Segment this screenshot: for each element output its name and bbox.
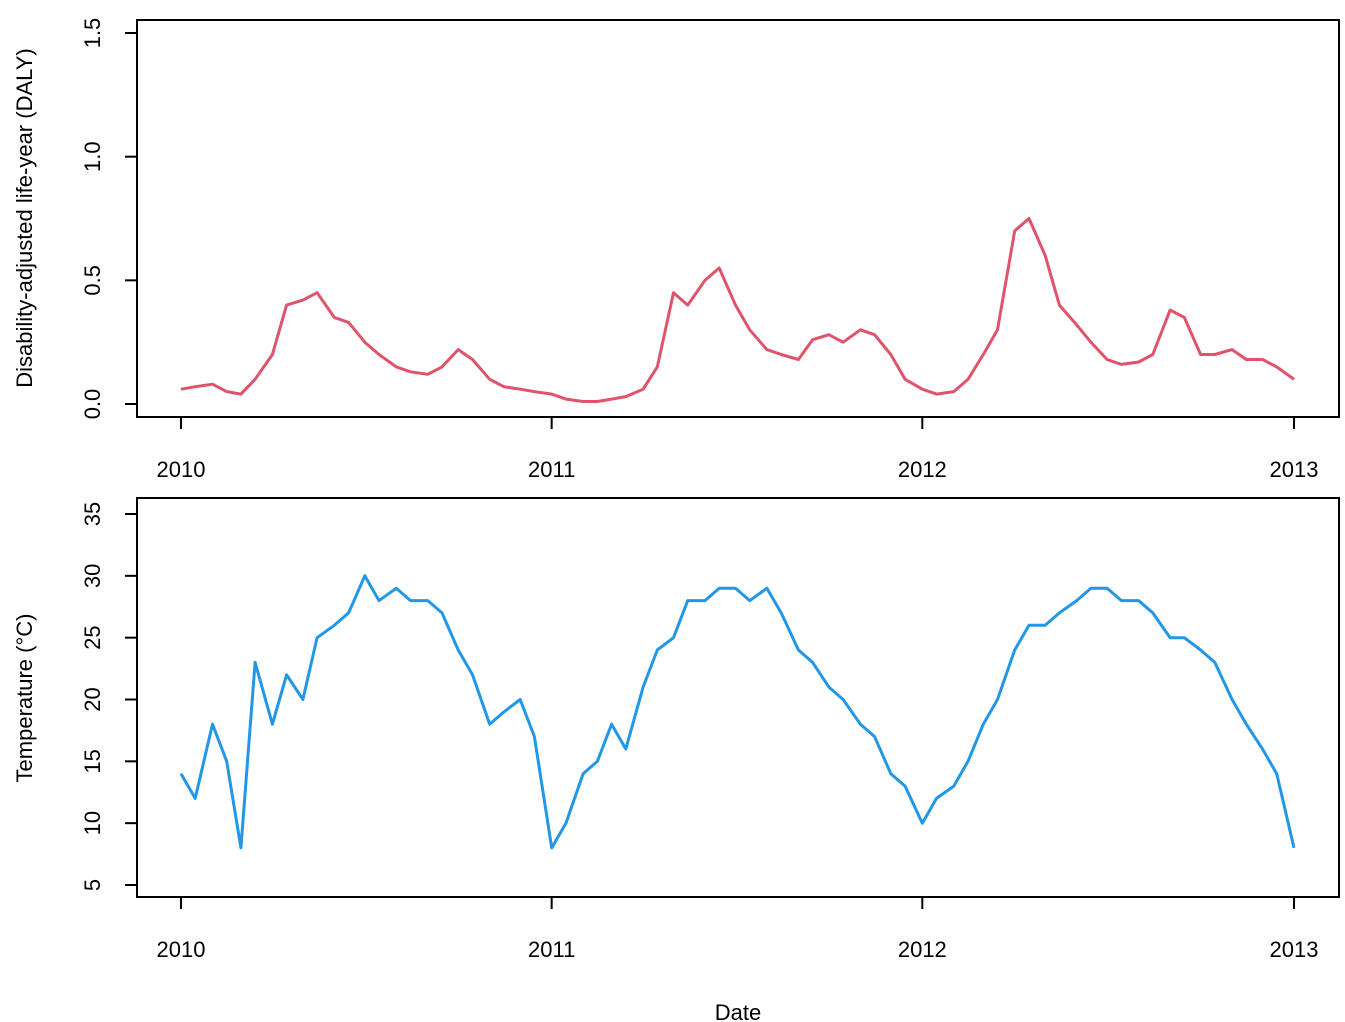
temp-y-tick-label: 10	[80, 811, 105, 835]
daly-y-tick-label: 1.0	[80, 141, 105, 172]
temp-y-tick-label: 5	[80, 879, 105, 891]
temp-x-tick-label: 2011	[528, 937, 575, 962]
temp-y-tick-label: 15	[80, 749, 105, 773]
daly-x-tick-label: 2012	[898, 457, 947, 482]
daly-y-axis-title: Disability-adjusted life-year (DALY)	[12, 48, 37, 388]
x-axis-title: Date	[715, 1000, 761, 1022]
temp-y-tick-label: 30	[80, 564, 105, 588]
daly-x-tick-label: 2011	[528, 457, 575, 482]
daly-x-tick-label: 2013	[1270, 457, 1319, 482]
daly-x-axis: 2010 2011 2012 2013	[157, 416, 1319, 482]
temp-y-tick-label: 35	[80, 502, 105, 526]
temperature-series-line	[179, 574, 1296, 850]
temperature-plot-frame	[136, 497, 1340, 898]
daly-series-line	[180, 217, 1295, 403]
temp-x-tick-label: 2010	[157, 937, 206, 962]
daly-y-tick-label: 0.5	[80, 265, 105, 296]
temperature-y-axis: 5 10 15 20 25 30 35	[80, 502, 138, 891]
daly-panel: 2010 2011 2012 2013 0.0 0.5 1.0 1.5 Disability…	[12, 18, 1340, 482]
daly-y-tick-label: 1.5	[80, 18, 105, 49]
temp-y-tick-label: 20	[80, 687, 105, 711]
temp-x-tick-label: 2012	[898, 937, 947, 962]
daly-plot-frame	[136, 19, 1340, 418]
daly-x-tick-label: 2010	[157, 457, 206, 482]
daly-y-tick-label: 0.0	[80, 389, 105, 420]
temperature-panel: 2010 2011 2012 2013 5 10 15 20 25 30 35 Temperatu…	[12, 497, 1340, 962]
temperature-x-axis: 2010 2011 2012 2013	[157, 896, 1319, 962]
temp-x-tick-label: 2013	[1270, 937, 1319, 962]
temp-y-tick-label: 25	[80, 625, 105, 649]
temperature-y-axis-title: Temperature (°C)	[12, 614, 37, 783]
daly-y-axis: 0.0 0.5 1.0 1.5	[80, 18, 138, 420]
